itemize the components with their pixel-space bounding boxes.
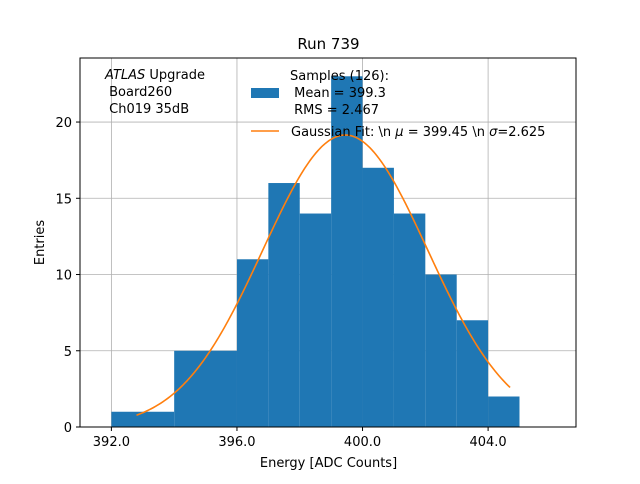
y-axis-ticks: 0 5 10 15 20	[55, 116, 80, 436]
legend-samples-line3: RMS = 2.467	[290, 103, 379, 118]
atlas-italic: ATLAS	[104, 68, 145, 83]
plot-frame	[79, 57, 577, 428]
atlas-annotation: ATLAS Upgrade Board260 Ch019 35dB	[104, 68, 205, 117]
legend-fit-sigma: σ	[489, 125, 498, 140]
gaussian-fit-curve	[136, 134, 511, 416]
histogram-bars	[111, 76, 520, 428]
legend-fit-suffix: =2.625	[497, 125, 545, 140]
legend-samples-swatch	[251, 88, 279, 98]
histogram-bar	[236, 259, 269, 427]
histogram-bar	[393, 213, 426, 427]
y-tick-label: 15	[55, 192, 72, 207]
histogram-bar	[299, 213, 332, 427]
legend-samples-line1: Samples (126):	[290, 69, 389, 84]
x-axis-ticks: 392.0 396.0 400.0 404.0	[93, 427, 507, 450]
legend-fit-mu: μ	[394, 125, 403, 140]
y-tick-label: 20	[55, 116, 72, 131]
histogram-bar	[456, 320, 489, 427]
atlas-label: ATLAS Upgrade	[104, 68, 205, 83]
board-label: Board260	[105, 85, 172, 100]
histogram-bar	[174, 350, 237, 427]
chart-title: Run 739	[297, 35, 359, 53]
x-tick-label: 404.0	[469, 435, 506, 450]
y-tick-label: 5	[64, 345, 72, 360]
legend-fit-mid: = 399.45 \n	[404, 125, 490, 140]
legend-fit-prefix: Gaussian Fit: \n	[291, 125, 395, 140]
legend-fit-label: Gaussian Fit: \n μ = 399.45 \n σ=2.625	[291, 125, 545, 140]
y-tick-label: 0	[64, 421, 72, 436]
histogram-bar	[425, 274, 457, 427]
legend-samples-line2: Mean = 399.3	[290, 86, 386, 101]
histogram-bar	[268, 183, 300, 427]
channel-label: Ch019 35dB	[105, 102, 189, 117]
y-tick-label: 10	[55, 269, 72, 284]
y-axis-label: Entries	[33, 220, 48, 266]
x-axis-label: Energy [ADC Counts]	[260, 456, 397, 471]
legend: Samples (126): Mean = 399.3 RMS = 2.467 …	[251, 69, 545, 140]
histogram-bar	[362, 167, 394, 427]
histogram-bar	[488, 396, 520, 427]
atlas-upgrade: Upgrade	[145, 68, 205, 83]
histogram-bar	[111, 411, 175, 427]
x-tick-label: 392.0	[93, 435, 130, 450]
x-tick-label: 396.0	[218, 435, 255, 450]
x-tick-label: 400.0	[344, 435, 381, 450]
